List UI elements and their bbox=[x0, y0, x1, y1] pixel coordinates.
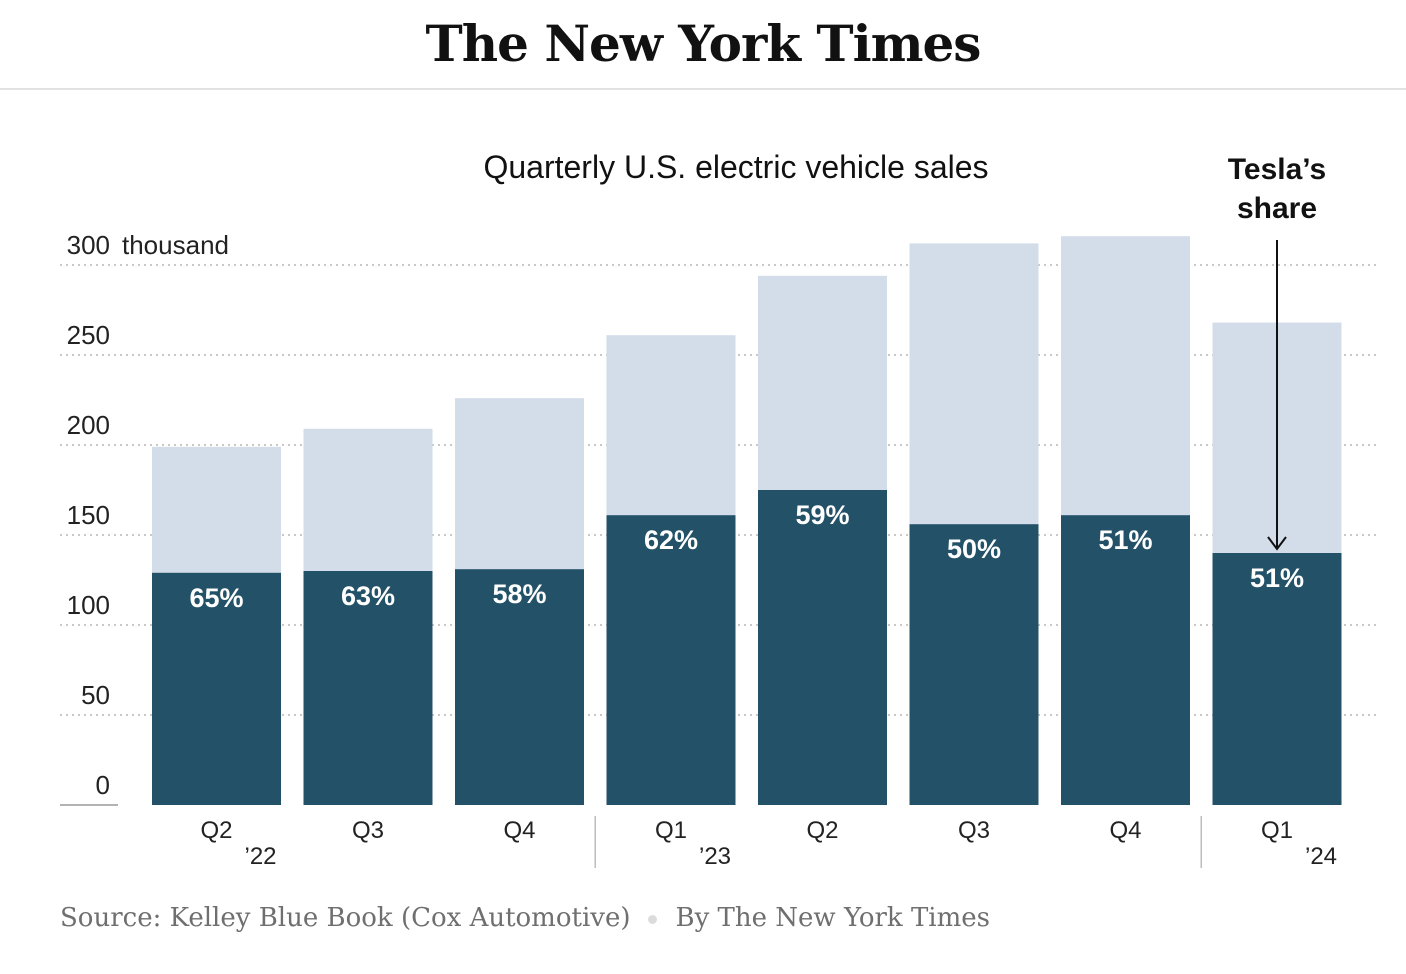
year-label: ’24 bbox=[1305, 843, 1337, 870]
bar-tesla-sales bbox=[1212, 553, 1342, 805]
x-tick-label: Q1 bbox=[1261, 817, 1293, 844]
x-tick-label: Q4 bbox=[503, 817, 535, 844]
bar-tesla-sales bbox=[606, 515, 736, 805]
tesla-share-label: 65% bbox=[189, 583, 243, 613]
chart-title: Quarterly U.S. electric vehicle sales bbox=[483, 149, 988, 185]
chart-footer: Source: Kelley Blue Book (Cox Automotive… bbox=[60, 900, 990, 936]
x-tick-label: Q4 bbox=[1109, 817, 1141, 844]
tesla-share-label: 51% bbox=[1098, 525, 1152, 555]
bar-tesla-sales bbox=[909, 524, 1039, 805]
tesla-share-label: 50% bbox=[947, 534, 1001, 564]
x-tick-label: Q2 bbox=[806, 817, 838, 844]
bar-tesla-sales bbox=[1061, 515, 1190, 805]
bar-tesla-sales bbox=[152, 572, 281, 805]
bar-tesla-sales bbox=[303, 571, 433, 805]
masthead: The New York Times bbox=[0, 0, 1406, 90]
separator-dot bbox=[648, 914, 658, 924]
x-tick-label: Q2 bbox=[200, 817, 232, 844]
tesla-share-label: 59% bbox=[795, 500, 849, 530]
tesla-share-label: 51% bbox=[1250, 563, 1304, 593]
y-tick-label: 0 bbox=[96, 770, 110, 800]
y-unit-label: thousand bbox=[122, 230, 229, 260]
y-tick-label: 200 bbox=[67, 410, 110, 440]
x-tick-label: Q3 bbox=[352, 817, 384, 844]
tesla-share-label: 63% bbox=[341, 581, 395, 611]
x-tick-label: Q1 bbox=[655, 817, 687, 844]
year-label: ’23 bbox=[699, 843, 731, 870]
annotation-layer: Tesla’s share bbox=[1228, 153, 1326, 551]
annotation-label: Tesla’s share bbox=[1228, 153, 1326, 225]
year-label: ’22 bbox=[244, 843, 276, 870]
tesla-share-label: 62% bbox=[644, 525, 698, 555]
masthead-logo: The New York Times bbox=[425, 14, 982, 73]
bar-tesla-sales bbox=[758, 490, 887, 805]
y-tick-label: 150 bbox=[67, 500, 110, 530]
source-note: Source: Kelley Blue Book (Cox Automotive… bbox=[60, 903, 631, 933]
y-tick-label: 300 bbox=[67, 230, 110, 260]
byline: By The New York Times bbox=[675, 903, 990, 933]
grid-layer bbox=[60, 264, 1376, 806]
tesla-share-label: 58% bbox=[492, 579, 546, 609]
bars-layer bbox=[152, 236, 1342, 805]
bar-tesla-sales bbox=[455, 569, 584, 805]
y-tick-label: 50 bbox=[81, 680, 110, 710]
y-tick-label: 100 bbox=[67, 590, 110, 620]
labels-layer: 0 50 100 150 200 250 300 thousand 65% Q2 63% Q3 58% Q… bbox=[67, 230, 1337, 870]
annotation-arrow-head bbox=[1267, 536, 1287, 551]
x-tick-label: Q3 bbox=[958, 817, 990, 844]
y-tick-label: 250 bbox=[67, 320, 110, 350]
